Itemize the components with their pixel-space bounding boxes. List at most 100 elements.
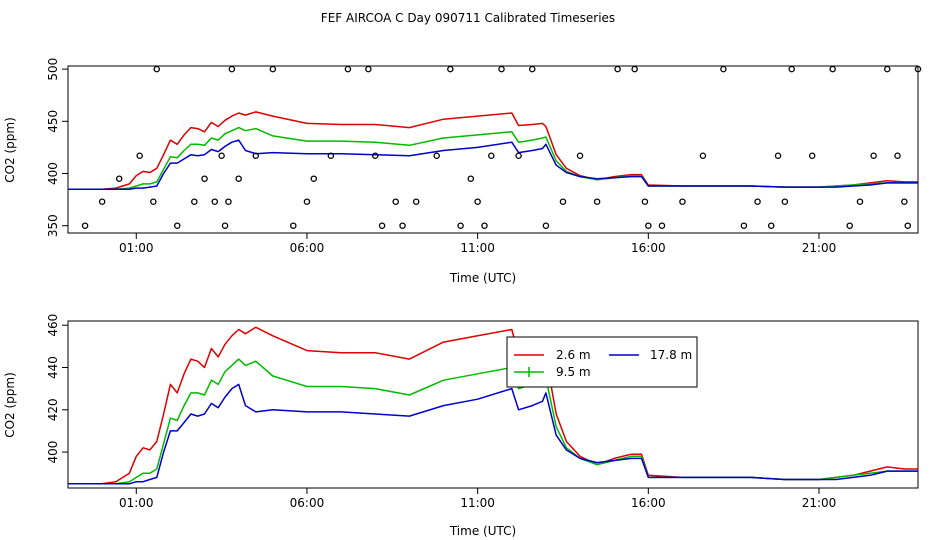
legend: 2.6 m 9.5 m 17.8 m	[506, 336, 698, 388]
marker-point	[81, 222, 89, 229]
marker-point	[515, 152, 522, 160]
marker-point	[136, 152, 143, 160]
y-tick-label: 450	[46, 110, 60, 133]
y-tick-label: 400	[46, 441, 60, 464]
marker-point	[529, 65, 536, 73]
marker-point	[191, 198, 198, 205]
y-tick-label: 500	[46, 58, 60, 81]
chart-title: FEF AIRCOA C Day 090711 Calibrated Times…	[321, 11, 615, 25]
marker-point	[150, 198, 157, 205]
marker-point	[467, 175, 475, 182]
marker-point	[679, 198, 686, 205]
marker-point	[344, 65, 352, 73]
marker-point	[870, 152, 877, 160]
y-tick-label: 400	[46, 162, 60, 185]
marker-point	[218, 152, 225, 160]
y-tick-label: 460	[46, 314, 60, 337]
marker-point	[433, 152, 440, 160]
marker-point	[808, 152, 816, 160]
y-tick-label: 420	[46, 398, 60, 421]
x-tick-label: 06:00	[290, 496, 325, 510]
top-x-axis-label: Time (UTC)	[449, 271, 516, 285]
marker-point	[235, 175, 242, 182]
x-tick-label: 21:00	[802, 496, 837, 510]
marker-point	[740, 222, 748, 229]
bottom-plot-frame	[67, 320, 919, 489]
marker-point	[327, 152, 335, 160]
marker-point	[788, 65, 795, 73]
marker-point	[576, 152, 584, 160]
series-line-2-6-m	[68, 326, 918, 485]
y-tick-label: 350	[46, 214, 60, 237]
marker-point	[378, 222, 386, 229]
marker-point	[447, 65, 454, 73]
marker-point	[894, 152, 901, 160]
marker-point	[115, 175, 123, 182]
marker-point	[658, 222, 666, 229]
marker-point	[221, 222, 229, 229]
legend-label-17-8m: 17.8 m	[650, 348, 692, 362]
x-tick-label: 11:00	[460, 496, 495, 510]
x-tick-label: 01:00	[119, 241, 154, 255]
bottom-x-axis: 01:00 06:00 11:00 16:00 21:00	[119, 488, 836, 510]
series-line-17-8-m	[68, 139, 918, 190]
bottom-series-lines	[68, 326, 918, 485]
marker-point	[901, 198, 908, 205]
top-panel: 01:00 06:00 11:00 16:00 21:00 350 400 450 500 T…	[3, 58, 922, 285]
marker-point	[457, 222, 464, 229]
series-line-9-5-m	[68, 358, 918, 485]
marker-point	[225, 198, 232, 205]
x-tick-label: 11:00	[460, 241, 495, 255]
marker-point	[173, 222, 181, 229]
marker-point	[631, 65, 638, 73]
bottom-y-axis-label: CO2 (ppm)	[3, 372, 17, 438]
marker-point	[829, 65, 836, 73]
marker-point	[211, 198, 219, 205]
marker-point	[201, 175, 208, 182]
marker-point	[290, 222, 297, 229]
marker-point	[252, 152, 260, 160]
top-series-lines	[68, 111, 918, 190]
marker-point	[593, 198, 601, 205]
marker-point	[720, 65, 727, 73]
marker-point	[98, 198, 106, 205]
marker-point	[303, 198, 311, 205]
marker-point	[542, 222, 550, 229]
series-line-17-8-m	[68, 383, 918, 485]
y-tick-label: 440	[46, 356, 60, 379]
marker-point	[641, 198, 649, 205]
bottom-panel: 01:00 06:00 11:00 16:00 21:00 400 420 440 460 T…	[3, 314, 919, 538]
marker-point	[399, 222, 406, 229]
bottom-x-axis-label: Time (UTC)	[449, 524, 516, 538]
marker-point	[781, 198, 789, 205]
marker-point	[365, 65, 372, 73]
x-tick-label: 16:00	[631, 241, 666, 255]
marker-point	[559, 198, 567, 205]
marker-point	[269, 65, 277, 73]
x-tick-label: 16:00	[631, 496, 666, 510]
x-tick-label: 21:00	[802, 241, 837, 255]
marker-point	[481, 222, 488, 229]
marker-point	[614, 65, 621, 73]
marker-point	[371, 152, 379, 160]
top-marker-points	[81, 65, 922, 229]
top-plot-frame	[67, 65, 919, 234]
series-line-2-6-m	[68, 111, 918, 190]
marker-point	[884, 65, 891, 73]
marker-point	[856, 198, 864, 205]
marker-point	[153, 65, 161, 73]
marker-point	[774, 152, 782, 160]
marker-point	[310, 175, 318, 182]
bottom-y-axis: 400 420 440 460	[46, 314, 68, 464]
marker-point	[645, 222, 652, 229]
top-x-axis: 01:00 06:00 11:00 16:00 21:00	[119, 233, 836, 255]
marker-point	[392, 198, 399, 205]
marker-point	[846, 222, 853, 229]
marker-point	[904, 222, 912, 229]
marker-point	[228, 65, 236, 73]
top-y-axis: 350 400 450 500	[46, 58, 68, 237]
legend-label-9-5m: 9.5 m	[556, 365, 591, 379]
marker-point	[412, 198, 420, 205]
marker-point	[767, 222, 775, 229]
